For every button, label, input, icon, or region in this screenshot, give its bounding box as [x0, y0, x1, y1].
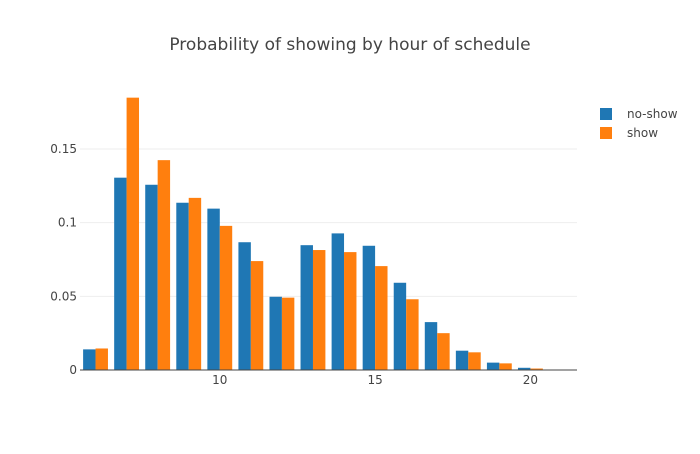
bar[interactable] [394, 283, 406, 370]
bar[interactable] [282, 298, 294, 370]
y-tick-label: 0 [69, 363, 77, 377]
bar[interactable] [158, 160, 170, 370]
bar[interactable] [456, 351, 468, 370]
bar[interactable] [437, 333, 449, 370]
bar[interactable] [238, 242, 250, 370]
bar[interactable] [251, 261, 263, 370]
bar[interactable] [301, 245, 313, 370]
chart-title: Probability of showing by hour of schedu… [169, 35, 530, 55]
y-tick-label: 0.05 [50, 289, 77, 303]
legend-label: no-show [627, 107, 678, 121]
bar[interactable] [468, 352, 480, 370]
bar[interactable] [83, 349, 95, 370]
legend-swatch [600, 127, 612, 139]
bar[interactable] [145, 185, 157, 370]
legend-item[interactable]: show [600, 126, 658, 140]
x-tick-label: 20 [523, 373, 538, 387]
bar[interactable] [332, 233, 344, 370]
bar[interactable] [176, 203, 188, 370]
bar[interactable] [487, 363, 499, 370]
bar[interactable] [406, 299, 418, 370]
bar[interactable] [344, 252, 356, 370]
y-tick-label: 0.15 [50, 142, 77, 156]
bar[interactable] [375, 266, 387, 370]
bar[interactable] [269, 297, 281, 370]
legend-label: show [627, 126, 658, 140]
bar[interactable] [96, 348, 108, 370]
bar[interactable] [127, 98, 139, 370]
bar[interactable] [313, 250, 325, 370]
legend-item[interactable]: no-show [600, 107, 678, 121]
bar[interactable] [220, 226, 232, 370]
bar[interactable] [425, 322, 437, 370]
bar[interactable] [114, 178, 126, 370]
bar[interactable] [207, 209, 219, 370]
y-tick-label: 0.1 [58, 216, 77, 230]
bar[interactable] [499, 363, 511, 370]
bar[interactable] [189, 198, 201, 370]
legend-swatch [600, 108, 612, 120]
bar[interactable] [363, 246, 375, 370]
x-tick-label: 15 [367, 373, 382, 387]
x-tick-label: 10 [212, 373, 227, 387]
